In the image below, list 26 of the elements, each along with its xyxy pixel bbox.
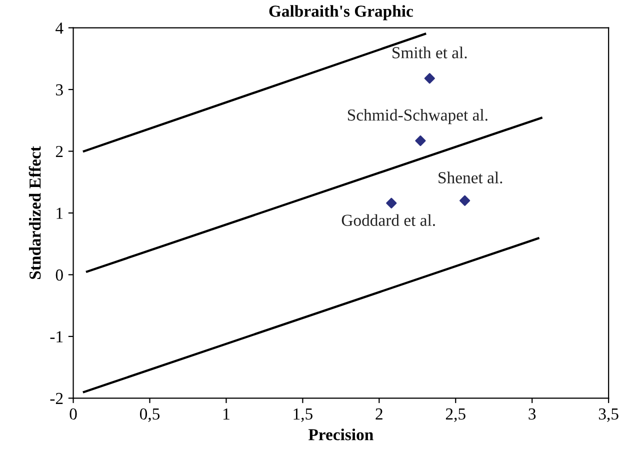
x-tick-label: 2,5 <box>446 408 466 422</box>
chart-title: Galbraith's Graphic <box>269 5 413 20</box>
x-tick-label: 0,5 <box>140 408 160 422</box>
point <box>424 73 435 84</box>
annotation: Goddard et al. <box>342 214 435 226</box>
y-tick-label: 2 <box>56 146 63 158</box>
x-tick-label: 3,5 <box>598 408 618 422</box>
x-tick-label: 1 <box>224 408 230 420</box>
x-axis-title: Precision <box>308 428 374 440</box>
annotation: Smith et al. <box>392 46 467 58</box>
x-tick-label: 1,5 <box>294 408 312 422</box>
x-tick-label: 2 <box>376 408 382 420</box>
y-tick-label: 0 <box>56 269 63 281</box>
point <box>415 135 426 146</box>
y-tick-label: 4 <box>56 22 64 34</box>
x-tick-label: 3 <box>528 408 536 420</box>
annotation: Shenet al. <box>438 172 502 184</box>
y-axis-title: Stndardized Effect <box>28 146 41 279</box>
y-tick-label: -2 <box>50 392 63 404</box>
y-tick-label: 3 <box>56 84 63 96</box>
annotation: Schmid-Schwapet al. <box>348 108 488 124</box>
y-tick-label: 1 <box>56 208 63 219</box>
point <box>386 198 397 208</box>
point <box>460 195 470 206</box>
y-tick-label: -1 <box>50 331 63 342</box>
x-tick-label: 0 <box>70 408 77 420</box>
